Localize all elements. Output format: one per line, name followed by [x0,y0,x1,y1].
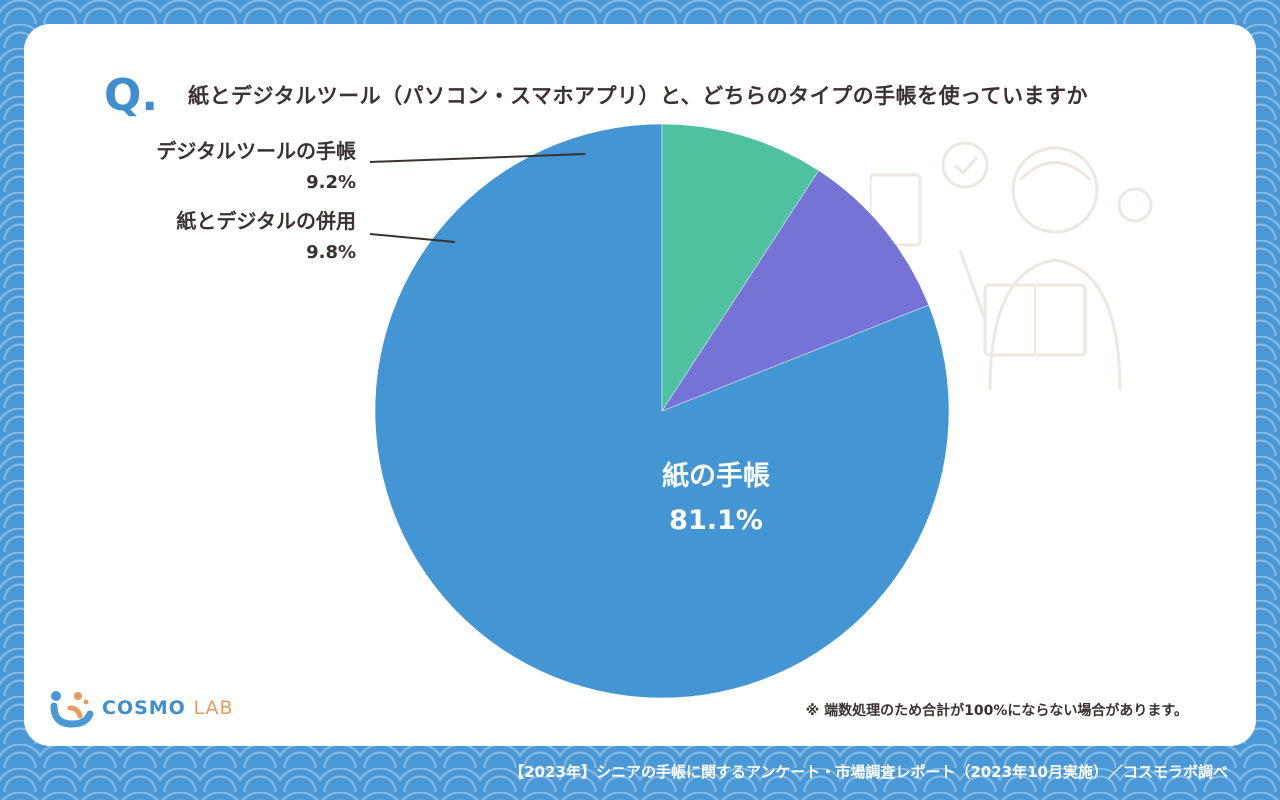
slice-value-3: 9.2% [306,172,356,193]
slice-label-2: 紙とデジタルの併用 [176,209,356,233]
pie-slice-3 [661,123,820,412]
slice-label-1: 紙の手帳 [662,460,770,492]
logo-text: COSMO LAB [102,697,234,719]
slice-value-2: 9.8% [306,242,356,263]
logo-main: COSMO [102,697,186,719]
rounding-note: ※ 端数処理のため合計が100%にならない場合があります。 [805,703,1188,719]
question-text: 紙とデジタルツール（パソコン・スマホアプリ）と、どちらのタイプの手帳を使っていま… [188,84,1089,108]
senior-planner-illustration [870,141,1153,391]
logo-icon [50,691,94,728]
leader-line-2 [369,233,456,243]
slice-label-3: デジタルツールの手帳 [156,139,356,163]
question-mark: Q. [104,70,159,121]
logo-sub: LAB [193,697,234,719]
footer-source: 【2023年】シニアの手帳に関するアンケート・市場調査レポート（2023年10月… [509,763,1228,781]
slice-value-1: 81.1% [669,505,763,536]
cosmo-lab-logo: COSMO LAB [48,688,234,728]
pie-slice-2 [661,170,930,412]
leader-line-3 [369,153,586,163]
